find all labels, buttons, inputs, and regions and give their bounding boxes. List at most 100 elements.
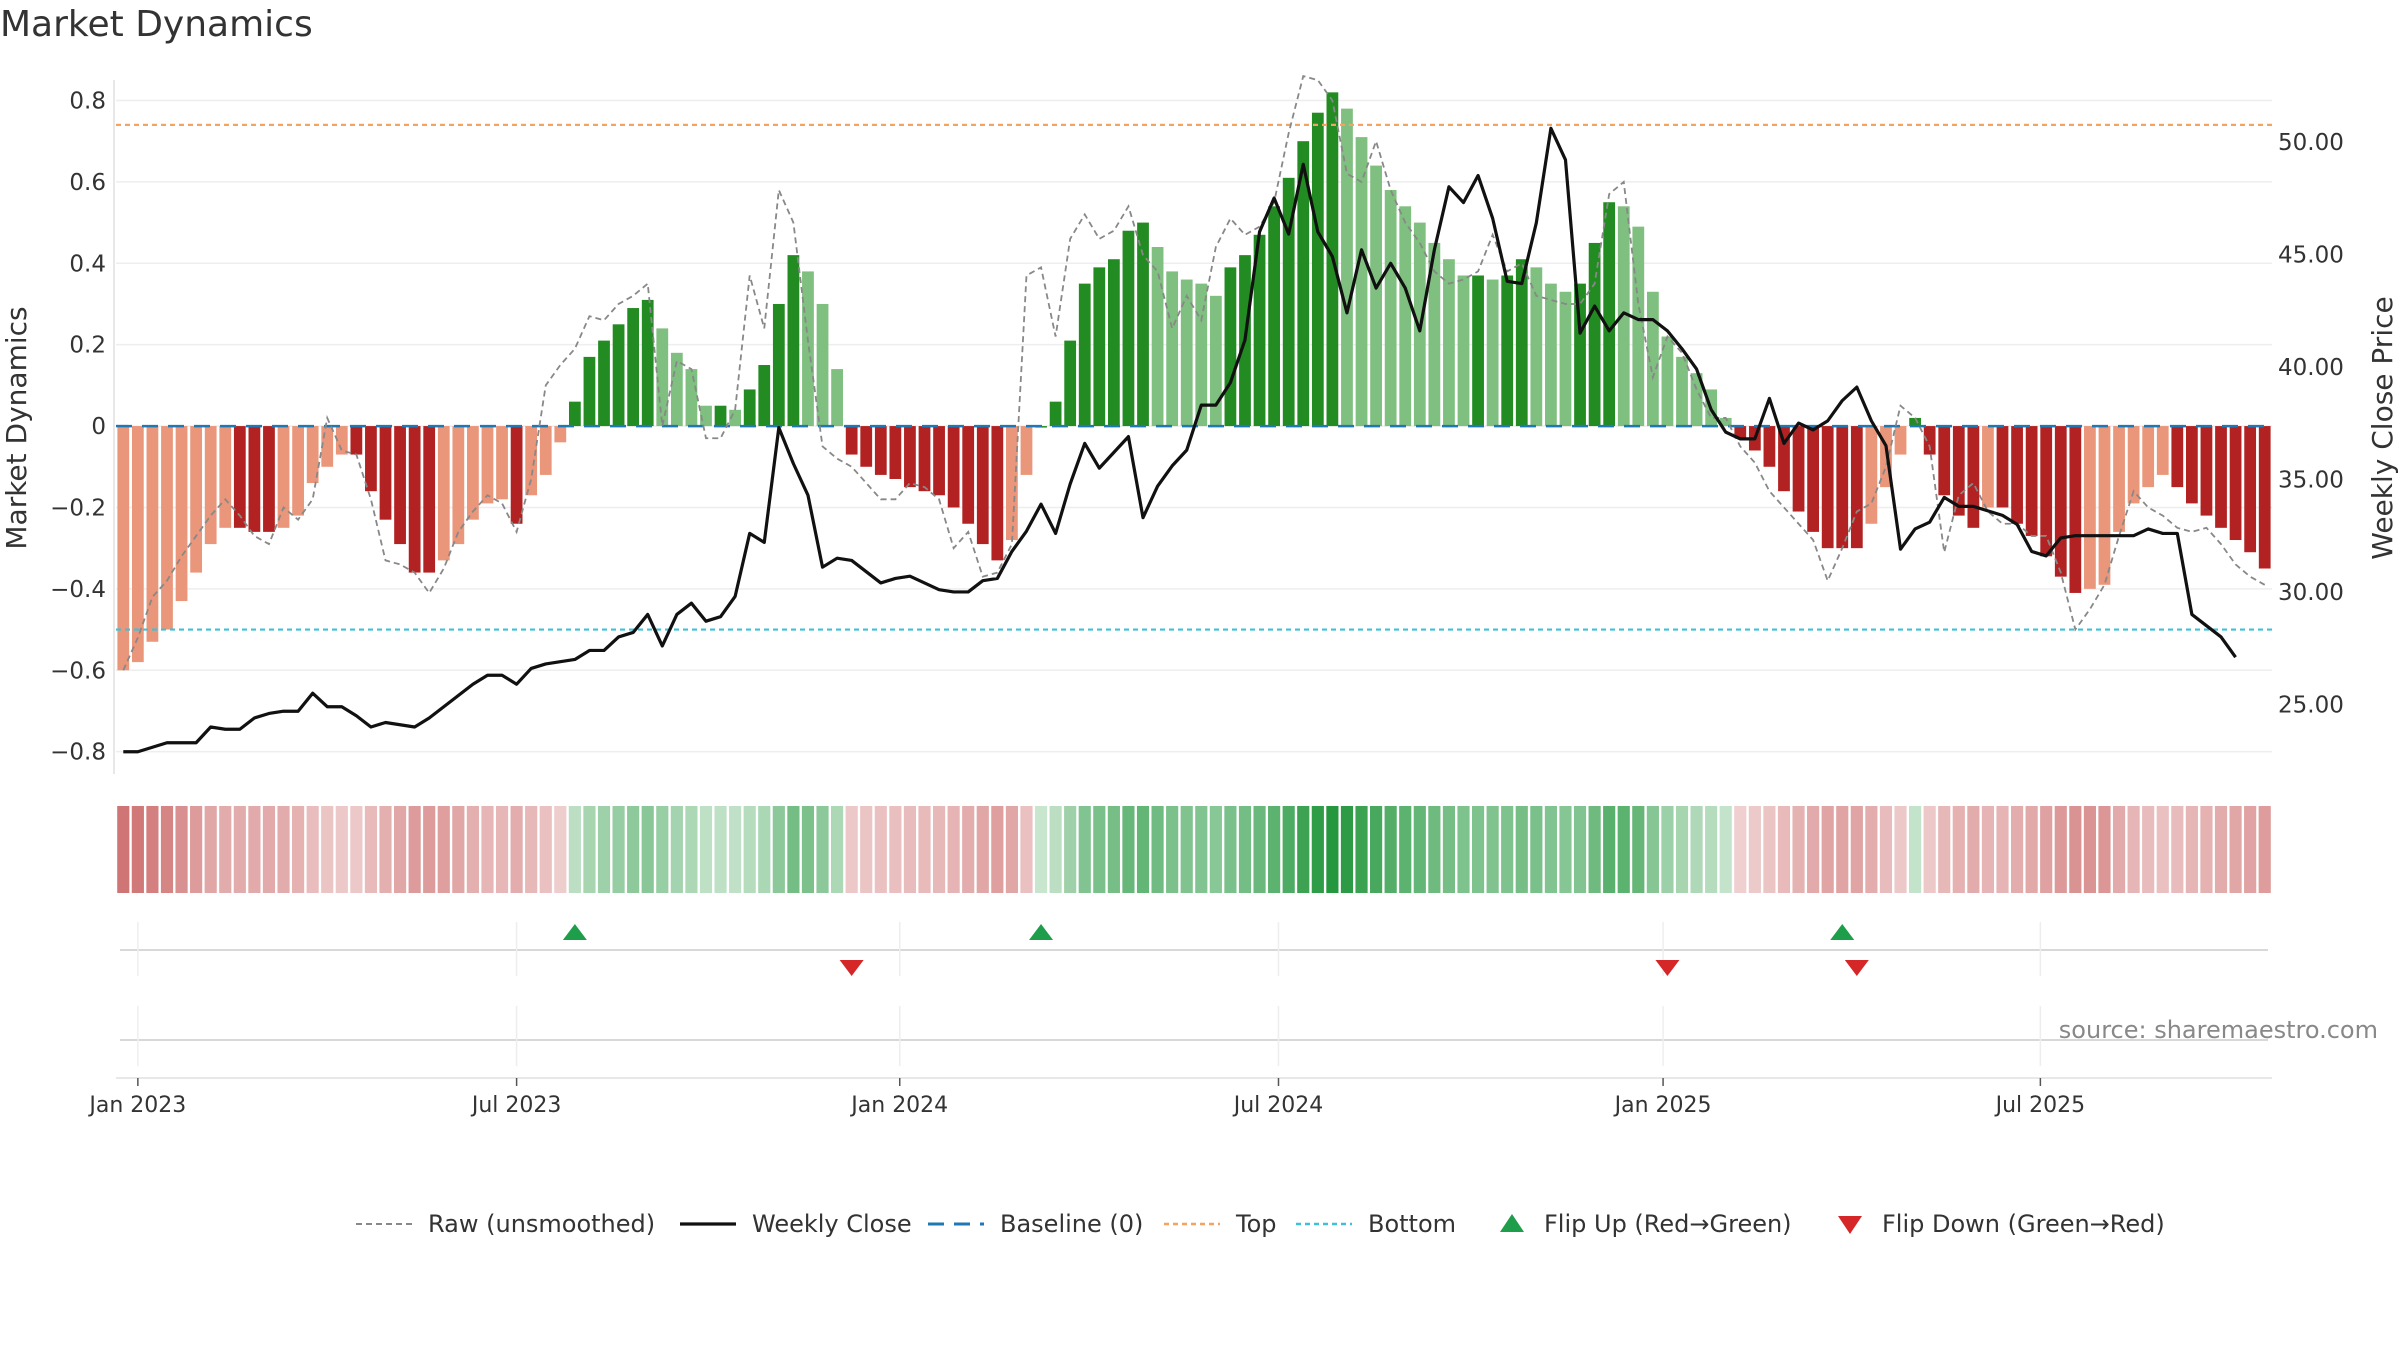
dynamics-bar — [2011, 426, 2023, 524]
dynamics-bar — [1821, 426, 1834, 549]
heat-strip-cell — [2200, 806, 2213, 893]
dynamics-bar — [306, 426, 319, 484]
dynamics-bar — [263, 426, 275, 532]
heat-strip-cell — [131, 806, 144, 893]
dynamics-bar — [175, 426, 188, 602]
heat-strip-cell — [947, 806, 960, 893]
legend-marker-flip-down — [1838, 1216, 1862, 1234]
heat-strip-cell — [1515, 806, 1528, 893]
dynamics-bar — [2244, 426, 2257, 553]
dynamics-bar — [1559, 291, 1572, 427]
heat-strip-cell — [1238, 806, 1252, 893]
heat-strip-cell — [714, 806, 727, 893]
dynamics-bar — [1457, 275, 1470, 427]
dynamics-bar — [1355, 137, 1368, 427]
flip-up-marker — [562, 924, 587, 940]
heat-strip-cell — [393, 806, 407, 893]
dynamics-bar — [350, 426, 363, 455]
heat-strip-cell — [1049, 806, 1062, 893]
dynamics-bar — [2113, 426, 2125, 532]
dynamics-bar — [2084, 426, 2096, 589]
heat-strip-cell — [1224, 806, 1237, 893]
dynamics-bar — [1574, 283, 1586, 427]
dynamics-bar — [1996, 426, 2009, 508]
dynamics-bar — [408, 426, 421, 573]
dynamics-bar — [248, 426, 261, 532]
dynamics-bar — [437, 426, 450, 561]
dynamics-bar — [496, 426, 508, 500]
dynamics-bar — [947, 426, 960, 508]
dynamics-bar — [1923, 426, 1936, 455]
dynamics-bar — [452, 426, 465, 545]
dynamics-bar — [670, 352, 683, 427]
dynamics-bar — [233, 426, 246, 528]
legend-label: Bottom — [1368, 1210, 1456, 1238]
dynamics-bar — [146, 426, 159, 642]
heat-strip-cell — [860, 806, 873, 893]
legend-item-close: Weekly Close — [680, 1210, 912, 1238]
legend-item-baseline: Baseline (0) — [928, 1210, 1143, 1238]
dynamics-bar — [1428, 242, 1441, 427]
heat-strip-cell — [1399, 806, 1412, 893]
dynamics-bar — [2185, 426, 2198, 504]
legend-label: Flip Up (Red→Green) — [1544, 1210, 1792, 1238]
flip-up-marker — [1029, 924, 1054, 940]
heat-strip-cell — [379, 806, 392, 893]
heat-strip-cell — [1850, 806, 1863, 893]
dynamics-bar — [1617, 206, 1630, 427]
heat-strip-cell — [1705, 806, 1718, 893]
heat-strip-cell — [1209, 806, 1222, 893]
heat-strip-cell — [539, 806, 552, 893]
dynamics-bar — [1282, 177, 1295, 427]
dynamics-bar — [1850, 426, 1863, 549]
heat-strip-cell — [2229, 806, 2242, 893]
heat-strip-cell — [2040, 806, 2053, 893]
heat-strip-cell — [729, 806, 742, 893]
dynamics-bar — [335, 426, 348, 455]
heat-strip-cell — [364, 806, 378, 893]
heat-strip-cell — [1034, 806, 1048, 893]
dynamics-bar — [1093, 267, 1106, 427]
heat-strip-cell — [1355, 806, 1368, 893]
heat-strip-cell — [1632, 806, 1645, 893]
dynamics-bar — [933, 426, 945, 496]
dynamics-bar — [1545, 283, 1557, 427]
dynamics-bar — [1894, 426, 1907, 455]
heat-strip-cell — [1268, 806, 1281, 893]
dynamics-bar — [1443, 259, 1455, 427]
heat-strip-cell — [1093, 806, 1106, 893]
dynamics-bar — [1049, 401, 1062, 427]
heat-strip-cell — [583, 806, 596, 893]
dynamics-bar — [714, 405, 727, 427]
heat-strip-cell — [932, 806, 946, 893]
dynamics-bar — [1472, 275, 1484, 427]
flip-down-marker — [1655, 960, 1680, 976]
dynamics-bar — [1166, 271, 1179, 427]
dynamics-bar — [874, 426, 887, 475]
chart-title: Market Dynamics — [0, 4, 313, 45]
heat-strip-cell — [2244, 806, 2257, 893]
heat-strip-cell — [423, 806, 436, 893]
heat-strip-cell — [1282, 806, 1295, 893]
heat-strip-cell — [845, 806, 858, 893]
dynamics-bar — [1646, 291, 1659, 427]
heat-strip-cell — [1777, 806, 1791, 893]
dynamics-bar — [1982, 426, 1994, 508]
dynamics-bar — [1909, 417, 1921, 427]
dynamics-bar — [656, 328, 669, 427]
heat-strip-cell — [1559, 806, 1572, 893]
heat-strip-cell — [889, 806, 902, 893]
heat-strip-cell — [1253, 806, 1266, 893]
x-tick-label: Jan 2025 — [1613, 1093, 1712, 1118]
heat-strip-cell — [1195, 806, 1208, 893]
heat-strip-cell — [1807, 806, 1820, 893]
y-tick-label: 0 — [91, 414, 106, 440]
heat-strip-cell — [2214, 806, 2228, 893]
dynamics-bar — [1268, 206, 1281, 427]
heat-strip-cell — [1384, 806, 1397, 893]
source-note: source: sharemaestro.com — [2059, 1016, 2378, 1044]
heat-strip-cell — [190, 806, 203, 893]
heat-strip-cell — [874, 806, 887, 893]
heat-strip-cell — [117, 806, 130, 893]
heat-strip-cell — [1894, 806, 1907, 893]
